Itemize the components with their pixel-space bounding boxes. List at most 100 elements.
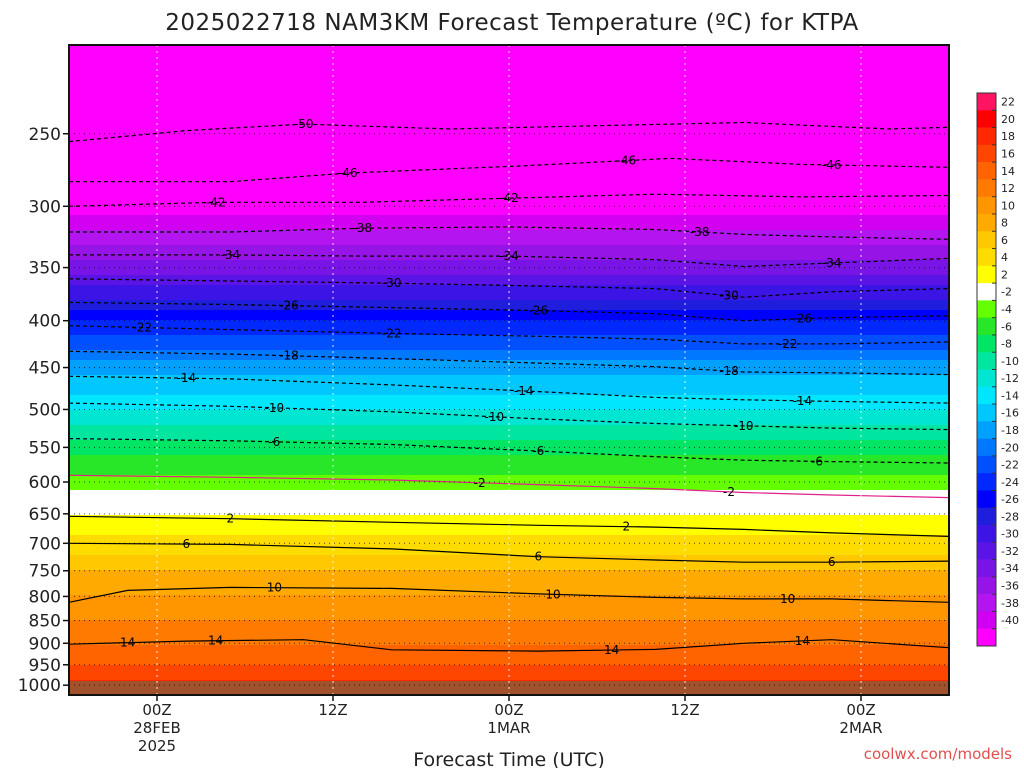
temperature-band [69, 130, 949, 136]
colorbar-swatch [977, 611, 996, 630]
contour-label: -14 [514, 384, 534, 398]
temperature-band [69, 405, 949, 411]
temperature-band [69, 180, 949, 186]
temperature-band [69, 125, 949, 131]
temperature-band [69, 135, 949, 141]
contour-label: 14 [604, 643, 619, 657]
contour--6 [68, 438, 950, 464]
temperature-band [69, 510, 949, 516]
y-tick-label: 500 [29, 400, 61, 420]
colorbar-label: -28 [1001, 510, 1019, 523]
contour-label: -22 [382, 326, 402, 340]
y-tick-label: 450 [29, 359, 61, 379]
temperature-band [69, 220, 949, 226]
contour-label: -38 [690, 225, 710, 239]
temperature-band [69, 455, 949, 461]
y-tick-label: 550 [29, 438, 61, 458]
y-tick-label: 950 [29, 656, 61, 676]
colorbar-swatch [977, 490, 996, 509]
contour-label: -34 [221, 248, 241, 262]
contour--2 [68, 474, 950, 499]
x-tick-label: 12Z [670, 701, 699, 719]
colorbar-swatch [977, 248, 996, 267]
x-tick-label: 2MAR [839, 719, 882, 737]
y-tick-label: 1000 [18, 676, 61, 696]
colorbar-label: 12 [1001, 182, 1015, 195]
colorbar-swatch [977, 196, 996, 215]
temperature-band [69, 665, 949, 671]
contour-label: -6 [532, 444, 544, 458]
colorbar-swatch [977, 334, 996, 353]
y-axis: 2503003504004505005506006507007508008509… [18, 125, 69, 696]
temperature-band [69, 215, 949, 221]
colorbar-label: -40 [1001, 614, 1019, 627]
contour--50 [68, 121, 950, 143]
temperature-band [69, 520, 949, 526]
y-tick-label: 600 [29, 473, 61, 493]
colorbar-label: -18 [1001, 424, 1019, 437]
contour-label: -22 [778, 337, 798, 351]
contour-label: -18 [719, 364, 739, 378]
temperature-band [69, 390, 949, 396]
temperature-band [69, 335, 949, 341]
colorbar-label: 8 [1001, 217, 1008, 230]
temperature-band [69, 420, 949, 426]
x-tick-label: 00Z [142, 701, 171, 719]
colorbar-swatch [977, 542, 996, 560]
temperature-band [69, 670, 949, 676]
colorbar-label: -4 [1001, 303, 1012, 316]
temperature-band [69, 210, 949, 216]
colorbar-label: -16 [1001, 407, 1019, 420]
contour-label: -26 [279, 299, 299, 313]
y-tick-label: 900 [29, 634, 61, 654]
temperature-band [69, 630, 949, 636]
colorbar-label: 4 [1001, 251, 1008, 264]
temperature-band [69, 305, 949, 311]
temperature-band [69, 225, 949, 231]
contour-label: -6 [811, 454, 823, 468]
colorbar-label: 10 [1001, 199, 1015, 212]
colorbar: 22 20 18 16 14 12 10 8 6 4 2 -2 -4 -6 -8 -10 -12 -14 -16 -1… [976, 92, 1019, 647]
x-tick-label: 00Z [846, 701, 875, 719]
temperature-band [69, 435, 949, 441]
contour-label: -42 [206, 195, 226, 209]
contour-label: -38 [353, 221, 373, 235]
temperature-band [69, 190, 949, 196]
temperature-band [69, 675, 949, 681]
y-tick-label: 300 [29, 197, 61, 217]
temperature-band [69, 340, 949, 346]
colorbar-swatch [977, 162, 996, 180]
contour-label: 14 [120, 636, 135, 650]
temperature-band [69, 315, 949, 321]
y-tick-label: 400 [29, 312, 61, 332]
temperature-band [69, 285, 949, 291]
colorbar-label: -34 [1001, 562, 1019, 575]
contour-label: -26 [529, 304, 549, 318]
temperature-band [69, 615, 949, 621]
colorbar-label: -22 [1001, 459, 1019, 472]
colorbar-swatch [977, 525, 996, 543]
colorbar-label: 2 [1001, 268, 1008, 281]
temperature-band [69, 485, 949, 491]
temperature-band [69, 430, 949, 436]
temperature-band [69, 45, 949, 51]
colorbar-label: -30 [1001, 528, 1019, 541]
temperature-band [69, 250, 949, 256]
contour-label: -50 [294, 117, 314, 131]
temperature-band [69, 105, 949, 111]
colorbar-label: -36 [1001, 580, 1019, 593]
contour-label: -2 [474, 476, 486, 490]
colorbar-swatch [977, 507, 996, 526]
contour-2 [68, 515, 950, 537]
colorbar-label: -38 [1001, 597, 1019, 610]
contour-label: 6 [828, 555, 836, 569]
temperature-band [69, 600, 949, 606]
colorbar-swatch [977, 455, 996, 474]
temperature-band [69, 490, 949, 496]
temperature-band [69, 660, 949, 666]
contour-label: -46 [617, 154, 637, 168]
temperature-band [69, 575, 949, 581]
colorbar-swatch [977, 283, 996, 301]
contour-label: -42 [499, 191, 519, 205]
contour--22 [68, 325, 950, 345]
